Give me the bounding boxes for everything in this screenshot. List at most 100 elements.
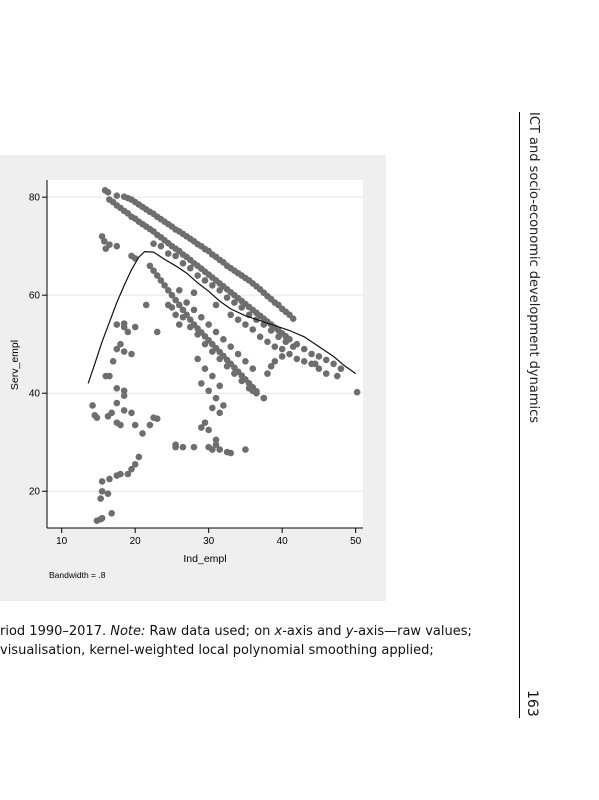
y-axis-label: Serv_empl	[9, 340, 21, 390]
scatter-point	[227, 311, 235, 319]
scatter-point	[271, 343, 279, 350]
scatter-point	[157, 277, 165, 284]
scatter-point	[234, 316, 242, 323]
caption-x-italic: x	[274, 624, 283, 639]
scatter-point	[120, 348, 128, 355]
x-tick-label: 40	[277, 536, 289, 547]
scatter-point	[117, 421, 124, 429]
scatter-point	[275, 333, 282, 341]
scatter-point	[308, 360, 315, 368]
scatter-point	[201, 419, 209, 426]
scatter-point	[205, 426, 212, 434]
scatter-point	[216, 286, 223, 294]
scatter-point	[104, 490, 112, 497]
scatter-point	[242, 321, 249, 328]
scatter-point	[124, 328, 132, 336]
scatter-point	[153, 272, 161, 279]
scatter-point	[104, 412, 112, 420]
scatter-point	[220, 335, 227, 343]
scatter-point	[209, 282, 216, 289]
scatter-point	[190, 289, 198, 297]
scatter-point	[172, 296, 179, 304]
scatter-point	[322, 356, 330, 364]
scatter-point	[131, 323, 139, 331]
scatter-point	[101, 237, 108, 245]
y-tick-label: 60	[29, 291, 41, 302]
points-layer	[89, 186, 361, 524]
scatter-point	[179, 260, 187, 267]
scatter-point	[212, 394, 220, 402]
scatter-point	[102, 245, 110, 252]
scatter-point	[120, 387, 128, 395]
scatter-point	[353, 388, 361, 396]
scatter-point	[209, 348, 216, 355]
scatter-point	[128, 465, 135, 473]
scatter-point	[308, 350, 315, 358]
scatter-point	[117, 340, 124, 348]
scatter-point	[330, 360, 337, 368]
x-ticks: 10 20 30 40 50	[56, 528, 362, 547]
scatter-point	[187, 323, 194, 331]
scatter-point	[179, 306, 187, 314]
scatter-point	[278, 345, 286, 353]
scatter-point	[216, 382, 223, 390]
scatter-point	[238, 304, 246, 311]
caption-text: -axis and	[282, 624, 346, 639]
scatter-point	[194, 272, 201, 279]
scatter-point	[120, 320, 128, 327]
scatter-point	[97, 515, 104, 523]
scatter-point	[164, 250, 172, 257]
scatter-point	[175, 286, 183, 294]
grid-layer	[47, 196, 363, 492]
scatter-point	[205, 387, 212, 395]
scatter-point	[223, 362, 231, 370]
scatter-point	[198, 313, 205, 321]
scatter-point	[150, 240, 157, 248]
scatter-point	[168, 291, 176, 299]
smoothing-line	[87, 250, 357, 384]
scatter-point	[98, 478, 106, 485]
scatter-point	[271, 358, 279, 365]
caption-note-label: Note:	[110, 624, 146, 639]
scatter-point	[249, 387, 257, 395]
scatter-point	[315, 365, 323, 373]
scatter-point	[139, 430, 146, 437]
scatter-point	[168, 304, 176, 311]
scatter-point	[220, 402, 227, 409]
x-axis-label: Ind_empl	[183, 553, 226, 565]
scatter-point	[212, 441, 220, 448]
scatter-point	[216, 446, 223, 453]
scatter-point	[216, 409, 223, 417]
scatter-point	[264, 338, 271, 346]
scatter-point	[289, 343, 297, 350]
scatter-point	[153, 415, 161, 422]
scatter-point	[194, 355, 201, 363]
scatter-point	[201, 365, 209, 373]
scatter-point	[128, 350, 135, 358]
scatter-point	[153, 328, 161, 336]
scatter-point	[201, 277, 209, 284]
page-number: 163	[522, 690, 542, 720]
chart-panel: 10 20 30 40 50 20 40 60 80 Ind_empl Serv_empl B…	[0, 155, 386, 601]
scatter-point	[131, 460, 139, 468]
scatter-point	[120, 392, 128, 399]
scatter-point	[113, 321, 121, 328]
scatter-point	[209, 446, 216, 453]
running-head-text: ICT and socio-economic development dynam…	[526, 112, 541, 424]
scatter-point	[209, 404, 216, 412]
scatter-point	[135, 453, 143, 461]
scatter-point	[113, 192, 121, 199]
scatter-point	[249, 365, 257, 373]
scatter-point	[267, 362, 275, 370]
scatter-point	[109, 358, 117, 365]
scatter-point	[120, 407, 128, 414]
scatter-point	[300, 358, 308, 365]
scatter-point	[194, 331, 201, 338]
x-tick-label: 50	[350, 536, 362, 547]
scatter-point	[102, 372, 110, 380]
scatter-point	[300, 345, 308, 353]
scatter-point	[172, 443, 179, 451]
figure-caption-line-1: riod 1990–2017. Note: Raw data used; on …	[0, 624, 500, 639]
scatter-point	[289, 315, 297, 323]
page-number-text: 163	[524, 690, 540, 717]
